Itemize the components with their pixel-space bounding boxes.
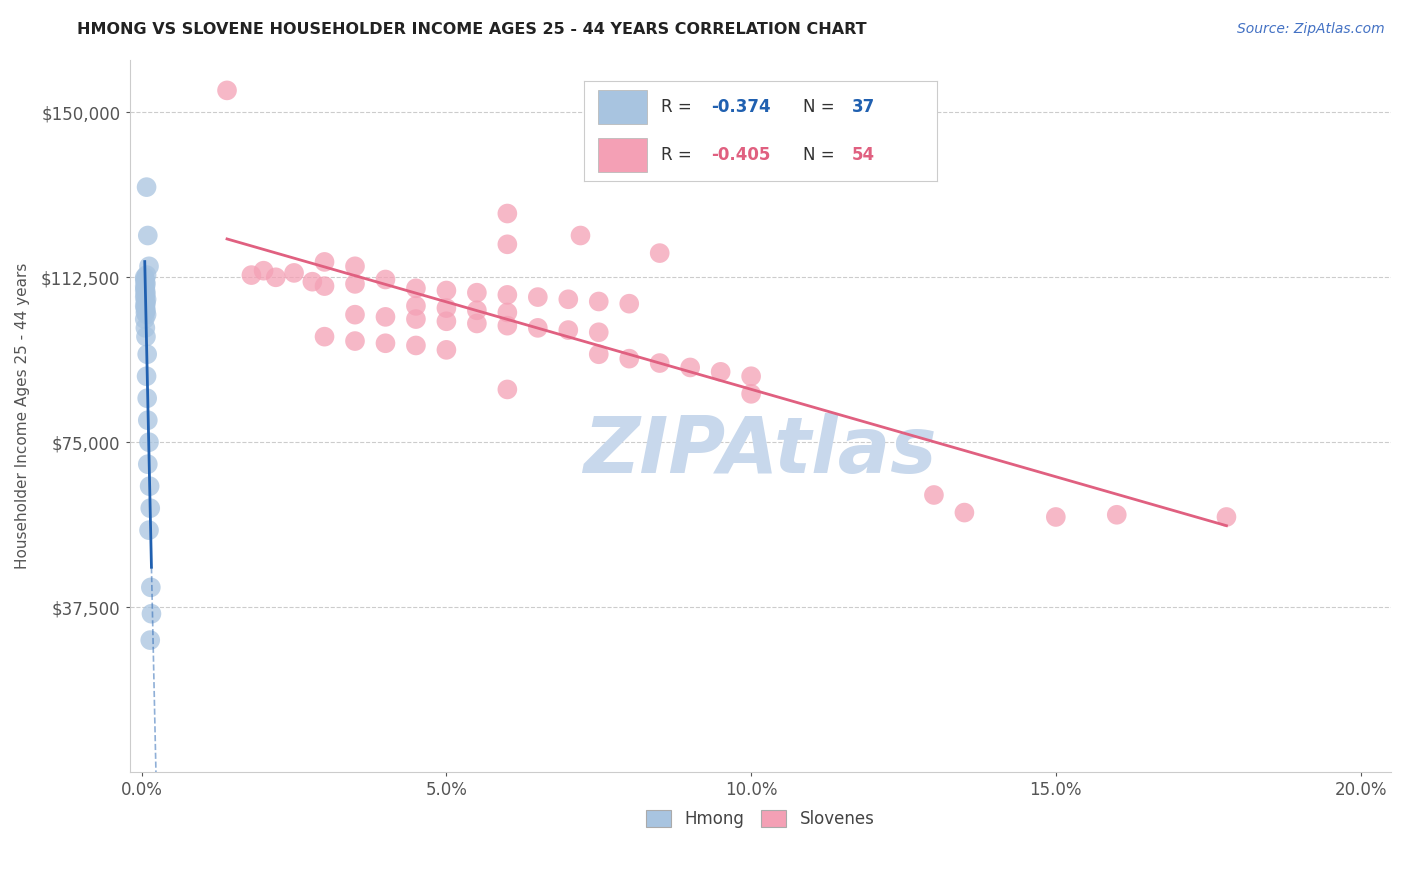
Point — [619, 351, 641, 366]
Point — [436, 284, 458, 298]
Point — [135, 369, 157, 384]
Point — [134, 299, 156, 313]
Point — [139, 580, 162, 594]
Point — [136, 228, 159, 243]
Point — [138, 523, 160, 537]
Y-axis label: Householder Income Ages 25 - 44 years: Householder Income Ages 25 - 44 years — [15, 262, 30, 569]
Point — [138, 260, 160, 274]
Point — [374, 310, 396, 324]
Point — [343, 260, 366, 274]
Point — [138, 479, 160, 493]
Point — [134, 281, 156, 295]
Point — [215, 83, 238, 97]
Point — [496, 305, 519, 319]
Point — [527, 321, 550, 335]
Point — [465, 303, 488, 318]
Point — [496, 383, 519, 397]
Point — [496, 288, 519, 302]
Point — [240, 268, 263, 282]
Point — [740, 387, 762, 401]
Point — [134, 321, 156, 335]
Point — [343, 334, 366, 348]
Point — [374, 272, 396, 286]
Point — [343, 308, 366, 322]
Point — [136, 347, 159, 361]
Point — [405, 338, 427, 352]
Point — [134, 294, 156, 309]
Point — [264, 270, 287, 285]
Point — [343, 277, 366, 291]
Point — [679, 360, 702, 375]
Point — [136, 391, 159, 405]
Point — [405, 312, 427, 326]
Point — [405, 281, 427, 295]
Point — [301, 275, 323, 289]
Point — [135, 277, 157, 291]
Point — [588, 347, 610, 361]
Point — [134, 275, 156, 289]
Point — [588, 294, 610, 309]
Legend: Hmong, Slovenes: Hmong, Slovenes — [640, 804, 882, 835]
Point — [314, 255, 336, 269]
Point — [922, 488, 945, 502]
Point — [135, 308, 157, 322]
Point — [436, 314, 458, 328]
Point — [252, 263, 274, 277]
Point — [557, 323, 579, 337]
Point — [135, 285, 157, 300]
Point — [134, 290, 156, 304]
Point — [136, 457, 159, 471]
Point — [134, 279, 156, 293]
Point — [465, 317, 488, 331]
Point — [139, 633, 162, 648]
Point — [135, 268, 157, 282]
Point — [283, 266, 305, 280]
Point — [136, 413, 159, 427]
Point — [1105, 508, 1128, 522]
Point — [135, 329, 157, 343]
Point — [953, 506, 976, 520]
Text: ZIPAtlas: ZIPAtlas — [583, 414, 936, 490]
Point — [496, 237, 519, 252]
Point — [135, 296, 157, 310]
Point — [134, 301, 156, 315]
Point — [134, 270, 156, 285]
Point — [314, 329, 336, 343]
Point — [134, 272, 156, 286]
Point — [138, 435, 160, 450]
Point — [135, 293, 157, 307]
Point — [588, 325, 610, 339]
Point — [465, 285, 488, 300]
Point — [135, 303, 157, 318]
Point — [405, 299, 427, 313]
Point — [134, 312, 156, 326]
Text: Source: ZipAtlas.com: Source: ZipAtlas.com — [1237, 22, 1385, 37]
Point — [569, 228, 592, 243]
Point — [710, 365, 733, 379]
Point — [436, 301, 458, 315]
Point — [740, 369, 762, 384]
Point — [436, 343, 458, 357]
Point — [374, 336, 396, 351]
Point — [557, 293, 579, 307]
Point — [314, 279, 336, 293]
Point — [527, 290, 550, 304]
Point — [135, 180, 157, 194]
Point — [496, 206, 519, 220]
Point — [134, 288, 156, 302]
Point — [134, 284, 156, 298]
Point — [648, 246, 671, 260]
Point — [1215, 510, 1237, 524]
Point — [648, 356, 671, 370]
Point — [139, 501, 162, 516]
Point — [134, 305, 156, 319]
Text: HMONG VS SLOVENE HOUSEHOLDER INCOME AGES 25 - 44 YEARS CORRELATION CHART: HMONG VS SLOVENE HOUSEHOLDER INCOME AGES… — [77, 22, 868, 37]
Point — [1045, 510, 1067, 524]
Point — [141, 607, 163, 621]
Point — [619, 296, 641, 310]
Point — [496, 318, 519, 333]
